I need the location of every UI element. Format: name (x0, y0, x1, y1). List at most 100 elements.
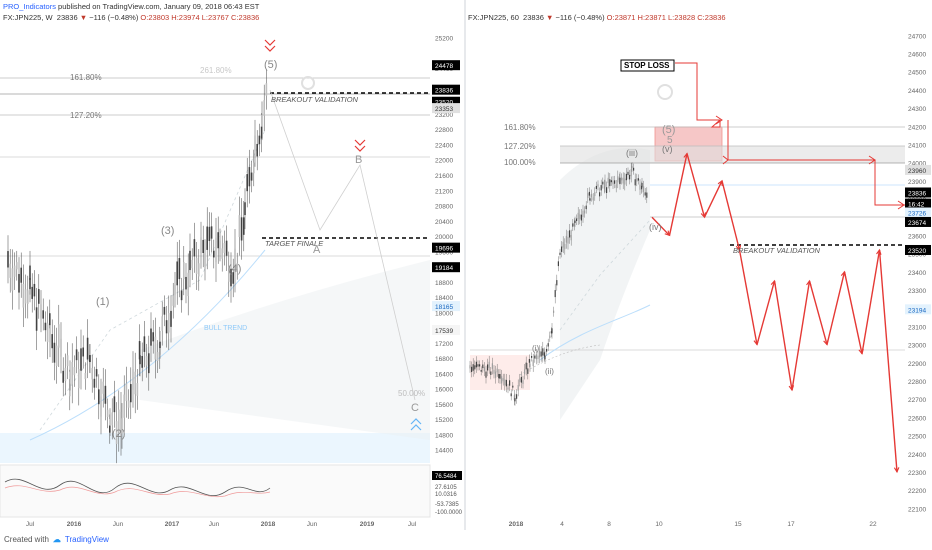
left-candle-body (33, 283, 36, 297)
right-x-tick: 8 (607, 521, 611, 528)
left-y-tick: 25200 (435, 36, 453, 43)
left-candle-body (176, 261, 178, 286)
right-candle-body (592, 197, 594, 201)
left-x-tick: Jul (408, 521, 417, 528)
left-candle-body (100, 396, 102, 417)
right-candle-body (543, 352, 545, 357)
right-candle-body (580, 214, 582, 221)
left-candle-body (210, 226, 213, 239)
left-candle-body (80, 348, 82, 371)
left-candle-body (69, 371, 71, 380)
left-candle-body (202, 239, 204, 253)
footer-brand[interactable]: TradingView (64, 535, 109, 544)
projection-segment (721, 180, 741, 251)
right-y-tick: 22700 (908, 397, 926, 404)
publisher-link[interactable]: PRO_Indicators (3, 2, 56, 11)
left-y-tick: 18400 (435, 295, 453, 302)
left-candle-body (106, 409, 109, 417)
right-candle-body (562, 241, 564, 248)
left-osc-tick: -100.0000 (435, 510, 463, 516)
left-candle-body (118, 409, 120, 433)
left-candle-body (200, 237, 202, 254)
left-candle-body (125, 383, 128, 402)
right-last: 23836 (523, 13, 544, 22)
left-candle-body (104, 385, 107, 404)
right-y-tick: 24400 (908, 88, 926, 95)
left-oscillator-signal (4, 485, 271, 498)
right-candle-body (644, 192, 646, 196)
right-price-badge-label: 23194 (908, 307, 926, 314)
publish-line: PRO_Indicators published on TradingView.… (3, 2, 259, 11)
left-wave-projection (269, 89, 416, 401)
projection-arrowhead (664, 230, 671, 237)
left-price-badge (432, 103, 460, 114)
left-candle-body (163, 306, 166, 315)
right-candles (469, 162, 648, 406)
footer: Created with ☁ TradingView (4, 535, 109, 544)
left-wave-3: (3) (161, 225, 174, 237)
left-y-tick: 17200 (435, 341, 453, 348)
left-labels: 161.80% 127.20% 261.80% 50.00% (1) (2) (… (70, 59, 425, 440)
left-candle-body (75, 349, 78, 361)
right-candle-body (588, 191, 590, 196)
right-candle-body (624, 178, 626, 185)
left-y-tick: 18000 (435, 310, 453, 317)
left-candle-body (154, 336, 157, 360)
right-candle-body (646, 192, 648, 198)
right-dotted-trend (559, 219, 651, 331)
projection-segment (738, 249, 758, 345)
right-candle-body (559, 252, 561, 255)
right-candle-body (614, 180, 616, 184)
left-blue-zone (0, 433, 430, 463)
right-candle-body (573, 222, 575, 226)
right-arrow-heads-icon (715, 115, 905, 210)
right-candle-body (475, 361, 477, 368)
left-candle-body (95, 369, 98, 377)
left-candle-body (248, 167, 251, 187)
left-candle-body (130, 384, 132, 403)
right-y-tick: 24100 (908, 142, 926, 149)
projection-segment (861, 249, 881, 354)
right-y-tick: 23400 (908, 270, 926, 277)
left-wave-a: A (313, 244, 321, 256)
right-price-badge (905, 216, 931, 227)
right-symbol: FX:JPN225, 60 (468, 13, 519, 22)
right-candle-body (561, 246, 563, 252)
right-candle-body (501, 376, 503, 384)
left-candle-body (215, 237, 217, 263)
right-close: C:23836 (697, 13, 726, 22)
left-candle-body (161, 316, 163, 331)
left-x-tick: 2019 (360, 521, 375, 528)
left-candle-body (44, 322, 47, 331)
right-candle-body (591, 193, 593, 198)
left-bull-trend-label: BULL TREND (204, 325, 247, 332)
left-candle-body (250, 172, 253, 181)
right-price-badge-label: 23520 (908, 248, 926, 255)
left-change: −116 (−0.48%) (89, 13, 139, 22)
right-candle-body (537, 355, 539, 359)
left-candle-body (86, 337, 89, 360)
right-candle-body (553, 310, 555, 313)
right-high: H:23871 (637, 13, 666, 22)
right-price-badge-label: 23674 (908, 220, 926, 227)
left-candle-body (191, 259, 193, 269)
left-candle-body (89, 355, 91, 363)
right-candle-body (610, 180, 612, 183)
right-candle-body (570, 235, 572, 241)
right-candle-body (631, 166, 633, 169)
projection-segment (703, 180, 723, 218)
right-candle-body (557, 261, 559, 267)
right-candle-body (504, 379, 506, 386)
left-candle-body (143, 336, 146, 352)
left-candle-body (221, 248, 223, 259)
left-osc-badge (432, 482, 462, 491)
right-candle-body (485, 371, 487, 378)
tradingview-cloud-icon: ☁ (52, 535, 61, 544)
left-close: C:23836 (230, 13, 260, 22)
left-candle-body (193, 239, 196, 257)
right-y-tick: 22100 (908, 506, 926, 513)
right-candle-body (498, 374, 500, 379)
right-price-badge-label: 23960 (908, 168, 926, 175)
left-price-badge (432, 262, 460, 273)
right-wave-iii: (iii) (626, 148, 638, 158)
